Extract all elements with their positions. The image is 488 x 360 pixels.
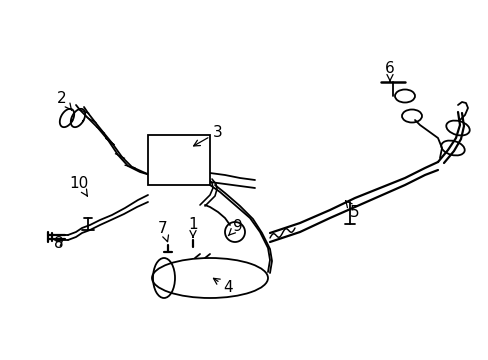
Text: 2: 2	[57, 90, 71, 110]
Text: 6: 6	[385, 60, 394, 81]
Text: 8: 8	[54, 235, 63, 251]
Text: 3: 3	[193, 125, 223, 146]
Text: 4: 4	[213, 278, 232, 296]
Text: 5: 5	[345, 201, 359, 220]
Bar	[148, 135, 209, 185]
Text: 1: 1	[188, 216, 198, 237]
Text: 10: 10	[69, 176, 88, 196]
Text: 7: 7	[158, 220, 168, 242]
Text: 9: 9	[228, 219, 243, 236]
